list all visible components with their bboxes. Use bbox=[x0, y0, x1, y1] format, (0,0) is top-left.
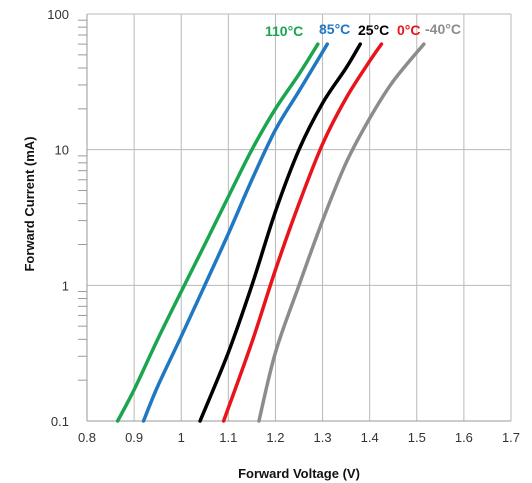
x-tick-label: 0.8 bbox=[78, 430, 96, 445]
series-labels: 110°C 85°C 25°C 0°C -40°C bbox=[265, 21, 461, 39]
minor-tick-marks bbox=[78, 19, 87, 381]
x-tick-label: 1.7 bbox=[502, 430, 520, 445]
x-tick-labels: 0.8 0.9 1 1.1 1.2 1.3 1.4 1.5 1.6 1.7 bbox=[78, 430, 520, 445]
series-line bbox=[115, 42, 320, 423]
x-tick-label: 1.5 bbox=[408, 430, 426, 445]
series-line bbox=[257, 42, 426, 423]
series-label: 0°C bbox=[397, 22, 421, 38]
series-label: 25°C bbox=[358, 22, 389, 38]
y-axis-title: Forward Current (mA) bbox=[22, 136, 37, 271]
y-tick-label: 0.1 bbox=[51, 414, 69, 429]
y-tick-label: 1 bbox=[62, 278, 69, 293]
y-tick-label: 10 bbox=[55, 143, 69, 158]
x-tick-label: 0.9 bbox=[125, 430, 143, 445]
series-line bbox=[221, 42, 384, 423]
x-tick-label: 1.2 bbox=[266, 430, 284, 445]
series-line bbox=[141, 42, 330, 423]
x-tick-label: 1.4 bbox=[361, 430, 379, 445]
series-label: 85°C bbox=[319, 21, 350, 37]
y-tick-labels: 0.1 1 10 100 bbox=[47, 7, 69, 429]
x-tick-label: 1 bbox=[178, 430, 185, 445]
series-label: 110°C bbox=[265, 23, 303, 39]
series-line bbox=[198, 42, 362, 423]
x-tick-label: 1.6 bbox=[455, 430, 473, 445]
x-tick-label: 1.3 bbox=[314, 430, 332, 445]
series-lines bbox=[115, 42, 426, 423]
x-tick-label: 1.1 bbox=[219, 430, 237, 445]
x-axis-title: Forward Voltage (V) bbox=[238, 466, 360, 481]
y-tick-label: 100 bbox=[47, 7, 69, 22]
series-label: -40°C bbox=[425, 21, 461, 37]
